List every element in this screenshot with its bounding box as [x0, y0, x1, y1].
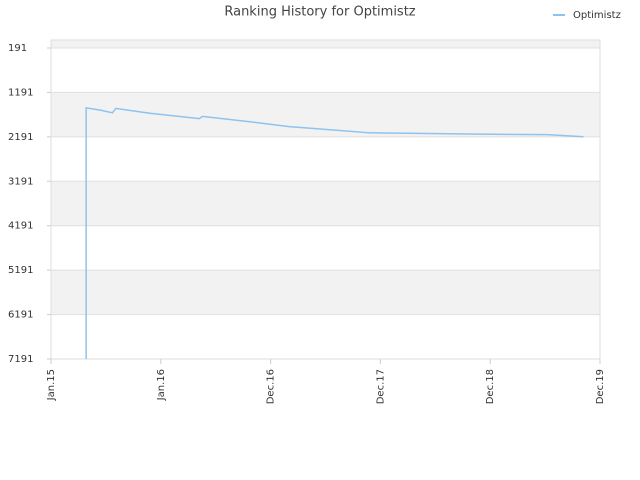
y-tick-label: 1191: [8, 87, 33, 98]
plot-border: [50, 39, 601, 360]
x-tick-label: Dec.16: [266, 369, 277, 404]
x-tick-label: Jan.15: [46, 369, 57, 401]
x-tick-label: Jan.16: [156, 369, 167, 401]
y-tick-label: 5191: [8, 265, 33, 276]
line-series: [85, 107, 584, 359]
y-tick-label: 3191: [8, 176, 33, 187]
y-tick-label: 191: [8, 43, 27, 54]
x-tick-label: Dec.17: [375, 369, 386, 404]
x-tick-label: Dec.18: [485, 369, 496, 404]
x-tick-label: Dec.19: [595, 369, 606, 404]
grid-band: [51, 47, 600, 93]
grid-band: [51, 314, 600, 359]
legend-label: Optimistz: [573, 10, 621, 21]
y-tick-label: 7191: [8, 354, 33, 365]
chart-title: Ranking History for Optimistz: [224, 5, 415, 20]
y-tick-label: 6191: [8, 310, 33, 321]
y-tick-label: 2191: [8, 132, 33, 143]
plot-background: [51, 40, 600, 359]
y-tick-label: 4191: [8, 221, 33, 232]
grid-band: [51, 136, 600, 182]
grid-band: [51, 225, 600, 271]
